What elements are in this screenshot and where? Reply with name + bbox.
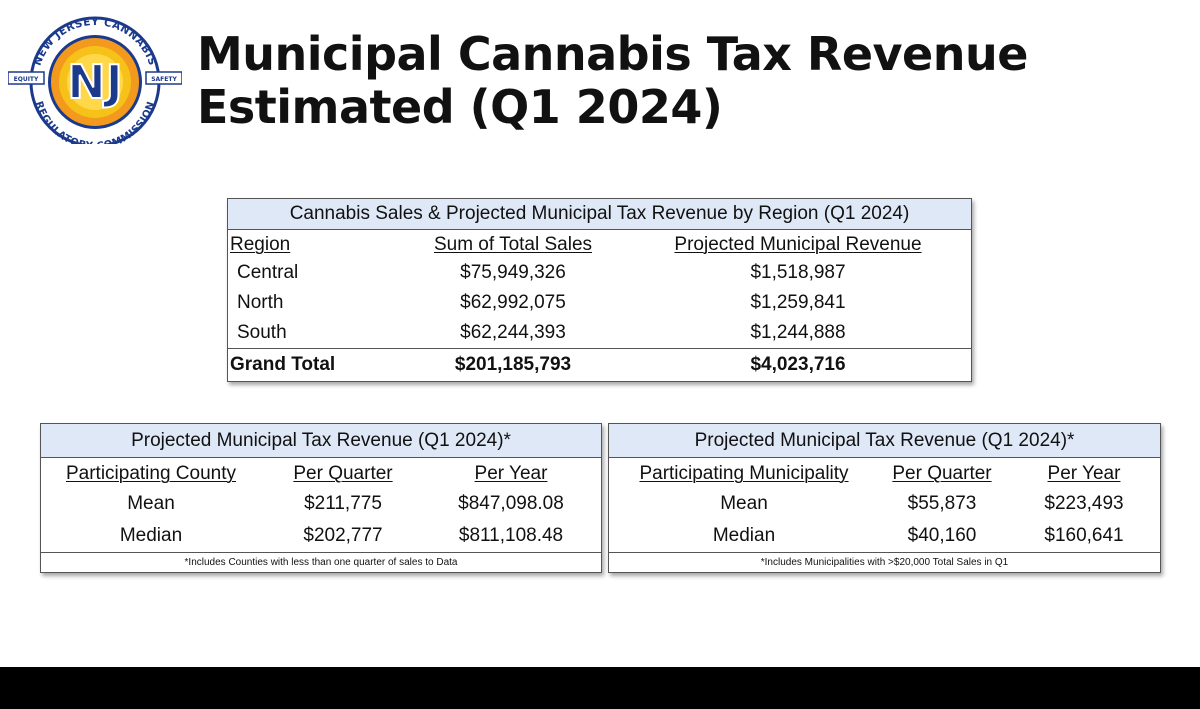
per-year-value: $847,098.08 — [458, 493, 564, 514]
page-title: Municipal Cannabis Tax Revenue Estimated… — [197, 28, 1028, 134]
region-sales: $62,992,075 — [460, 292, 566, 313]
bottom-black-bar — [0, 667, 1200, 709]
table-row: Median $40,160 $160,641 — [609, 520, 1160, 552]
municipality-revenue-table: Projected Municipal Tax Revenue (Q1 2024… — [608, 423, 1161, 573]
column-header-projected-revenue: Projected Municipal Revenue — [674, 234, 922, 255]
table-row: North $62,992,075 $1,259,841 — [228, 288, 971, 318]
region-sales: $62,244,393 — [460, 322, 566, 343]
column-header-total-sales: Sum of Total Sales — [433, 234, 593, 255]
per-quarter-value: $211,775 — [304, 493, 382, 514]
per-quarter-value: $202,777 — [303, 525, 383, 546]
stat-label: Mean — [127, 493, 175, 514]
region-name: Central — [237, 262, 299, 283]
region-table-title: Cannabis Sales & Projected Municipal Tax… — [228, 199, 971, 230]
njcrc-logo: NJ EQUITY SAFETY NEW JERSEY CANNABIS REG… — [8, 16, 182, 144]
table-row: Mean $211,775 $847,098.08 — [41, 488, 601, 520]
title-line-1: Municipal Cannabis Tax Revenue — [197, 27, 1028, 81]
svg-text:NJ: NJ — [67, 55, 123, 109]
table-row: South $62,244,393 $1,244,888 — [228, 318, 971, 348]
region-revenue-table: Cannabis Sales & Projected Municipal Tax… — [227, 198, 972, 382]
per-quarter-value: $40,160 — [907, 525, 977, 546]
sunburst-icon — [51, 38, 139, 126]
stat-label: Median — [712, 525, 776, 546]
grand-total-row: Grand Total $201,185,793 $4,023,716 — [228, 348, 971, 380]
region-sales: $75,949,326 — [460, 262, 566, 283]
county-table-header-row: Participating County Per Quarter Per Yea… — [41, 458, 601, 488]
grand-total-label: Grand Total — [230, 354, 336, 375]
table-row: Mean $55,873 $223,493 — [609, 488, 1160, 520]
region-revenue: $1,518,987 — [750, 262, 846, 283]
municipality-table-header-row: Participating Municipality Per Quarter P… — [609, 458, 1160, 488]
table-row: Median $202,777 $811,108.48 — [41, 520, 601, 552]
column-header-per-quarter: Per Quarter — [892, 463, 992, 484]
svg-text:EQUITY: EQUITY — [14, 76, 39, 83]
svg-text:SAFETY: SAFETY — [151, 76, 177, 83]
county-table-title: Projected Municipal Tax Revenue (Q1 2024… — [41, 424, 601, 458]
column-header-per-year: Per Year — [1047, 463, 1121, 484]
per-quarter-value: $55,873 — [907, 493, 977, 514]
per-year-value: $811,108.48 — [458, 525, 564, 546]
stat-label: Median — [119, 525, 183, 546]
per-year-value: $223,493 — [1044, 493, 1124, 514]
column-header-participating-county: Participating County — [65, 463, 237, 484]
table-row: Central $75,949,326 $1,518,987 — [228, 258, 971, 288]
municipality-table-title: Projected Municipal Tax Revenue (Q1 2024… — [609, 424, 1160, 458]
column-header-per-quarter: Per Quarter — [293, 463, 393, 484]
per-year-value: $160,641 — [1044, 525, 1124, 546]
column-header-per-year: Per Year — [474, 463, 548, 484]
county-table-footnote: *Includes Counties with less than one qu… — [41, 552, 601, 572]
municipality-table-footnote: *Includes Municipalities with >$20,000 T… — [609, 552, 1160, 572]
region-name: South — [237, 322, 287, 343]
region-revenue: $1,259,841 — [750, 292, 846, 313]
column-header-participating-municipality: Participating Municipality — [639, 463, 849, 484]
county-revenue-table: Projected Municipal Tax Revenue (Q1 2024… — [40, 423, 602, 573]
stat-label: Mean — [720, 493, 768, 514]
title-line-2: Estimated (Q1 2024) — [197, 80, 723, 134]
region-name: North — [237, 292, 284, 313]
grand-total-sales: $201,185,793 — [454, 354, 572, 375]
region-table-header-row: Region Sum of Total Sales Projected Muni… — [228, 230, 971, 258]
grand-total-revenue: $4,023,716 — [750, 354, 846, 375]
region-revenue: $1,244,888 — [750, 322, 846, 343]
column-header-region: Region — [230, 234, 291, 255]
